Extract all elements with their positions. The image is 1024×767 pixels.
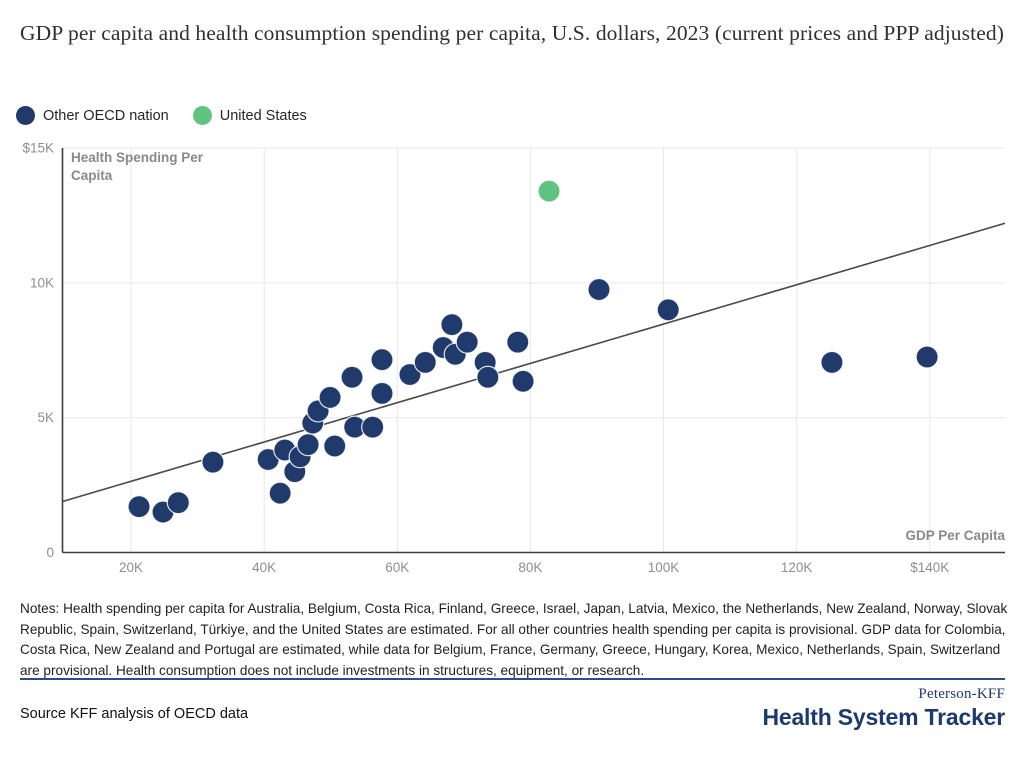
oecd-data-point: [340, 365, 364, 389]
oecd-data-point: [323, 434, 347, 458]
health-system-tracker-logo: Peterson-KFF Health System Tracker: [762, 686, 1005, 731]
x-tick-label-5: 120K: [781, 560, 813, 575]
oecd-data-point: [296, 433, 320, 457]
x-tick-label-4: 100K: [648, 560, 680, 575]
logo-peterson-kff: Peterson-KFF: [918, 686, 1005, 702]
oecd-data-point: [318, 385, 342, 410]
y-axis-title: Health Spending Per Capita: [71, 150, 204, 184]
x-axis-title: GDP Per Capita: [905, 528, 1005, 543]
oecd-data-point: [656, 298, 680, 322]
y-tick-label-2: 10K: [30, 275, 54, 290]
x-tick-label-3: 80K: [518, 560, 542, 575]
y-tick-label-0: 0: [46, 545, 54, 560]
other-oecd-dot-icon: [16, 106, 35, 125]
oecd-data-point: [370, 348, 394, 372]
united-states-dot-icon: [192, 106, 212, 125]
x-tick-label-1: 40K: [252, 560, 276, 575]
y-tick-label-3: $15K: [22, 141, 54, 156]
oecd-data-point: [166, 491, 190, 515]
chart-title: GDP per capita and health consumption sp…: [20, 21, 1004, 45]
x-tick-label-2: 60K: [385, 560, 409, 575]
chart-legend: Other OECD nation United States: [16, 106, 307, 125]
us-data-point: [537, 179, 561, 203]
oecd-data-point: [915, 345, 939, 369]
oecd-data-point: [476, 365, 500, 389]
notes-text: Notes: Health spending per capita for Au…: [20, 601, 1008, 678]
oecd-data-point: [455, 330, 479, 354]
legend-label-other-oecd: Other OECD nation: [43, 107, 169, 124]
oecd-data-point: [506, 330, 530, 354]
legend-label-united-states: United States: [219, 107, 307, 124]
legend-item-other-oecd: Other OECD nation: [16, 106, 169, 125]
oecd-data-point: [587, 277, 611, 302]
oecd-data-point: [201, 450, 225, 474]
source-text: Source KFF analysis of OECD data: [20, 706, 249, 722]
oecd-data-point: [370, 381, 394, 405]
oecd-data-point: [127, 495, 151, 519]
oecd-data-point: [440, 313, 464, 337]
x-tick-label-6: $140K: [910, 560, 949, 575]
oecd-data-point: [820, 350, 844, 374]
logo-health-system-tracker: Health System Tracker: [762, 704, 1005, 730]
y-tick-label-1: 5K: [37, 410, 54, 425]
x-tick-label-0: 20K: [119, 560, 143, 575]
footer-divider: [20, 678, 1005, 680]
oecd-data-point: [413, 350, 437, 374]
oecd-data-point: [511, 369, 535, 393]
oecd-data-point: [398, 362, 422, 387]
oecd-data-point: [268, 481, 292, 505]
legend-item-united-states: United States: [192, 106, 307, 125]
oecd-data-point: [361, 415, 385, 439]
